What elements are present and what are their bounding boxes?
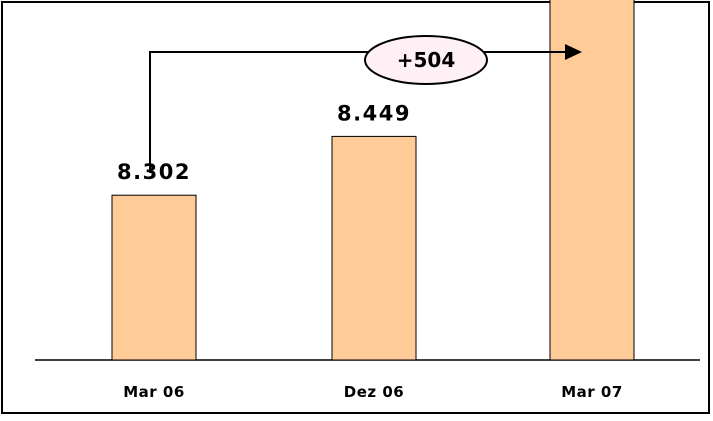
bar-dez-06 xyxy=(331,135,417,361)
x-tick-label: Mar 07 xyxy=(561,383,623,401)
bar-mar-07 xyxy=(549,0,635,361)
delta-label: +504 xyxy=(397,48,456,72)
x-tick-label: Dez 06 xyxy=(344,383,404,401)
x-tick-label: Mar 06 xyxy=(123,383,185,401)
bar-mar-06 xyxy=(111,194,197,361)
delta-ellipse xyxy=(364,35,488,85)
chart-border xyxy=(1,1,710,414)
data-label: 8.449 xyxy=(337,101,411,125)
delta-arrow-head-icon xyxy=(565,44,582,60)
delta-annotation: +504 xyxy=(149,35,582,173)
data-label: 8.302 xyxy=(117,160,191,184)
